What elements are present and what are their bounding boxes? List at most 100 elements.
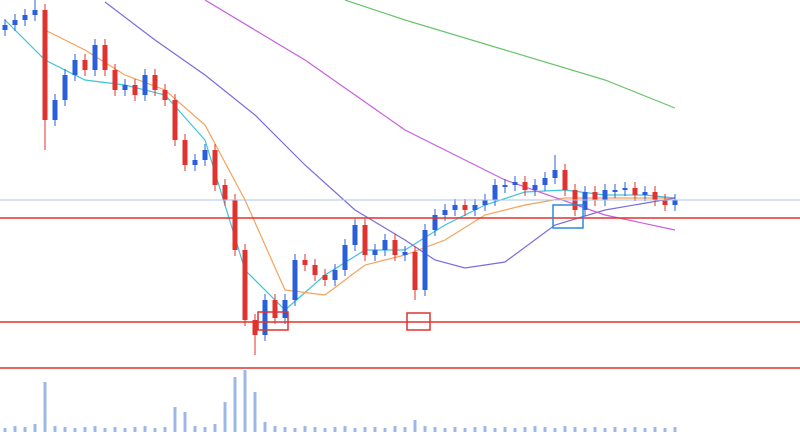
candle-body: [632, 188, 638, 195]
candle-body: [482, 200, 488, 205]
candle-body: [252, 320, 258, 335]
levels-layer: [0, 199, 800, 369]
candle-body: [32, 10, 38, 15]
volume-bar: [433, 427, 437, 432]
moving-average: [104, 1, 676, 269]
volume-bar: [543, 427, 547, 432]
volume-bar: [493, 428, 497, 432]
candle-body: [212, 150, 218, 185]
candle-body: [162, 90, 168, 100]
candle-body: [122, 85, 128, 90]
volume-bar: [133, 427, 137, 432]
volume-bar: [283, 427, 287, 432]
volume-bar: [513, 428, 517, 432]
volume-bar: [373, 427, 377, 432]
candle-body: [542, 178, 548, 185]
candle-body: [102, 45, 108, 70]
candle-body: [552, 170, 558, 178]
candle-body: [462, 205, 468, 210]
candle-body: [412, 252, 418, 290]
volume-bar: [323, 428, 327, 432]
volume-bar: [73, 428, 77, 432]
candle-body: [152, 75, 158, 90]
candle-body: [362, 225, 368, 255]
volume-bar: [113, 427, 117, 432]
candle-body: [182, 140, 188, 165]
volume-bar: [63, 427, 67, 432]
candle-body: [232, 200, 238, 250]
volume-bar: [93, 426, 97, 432]
highlight-box: [406, 312, 431, 331]
volume-bar: [673, 427, 677, 432]
candles-layer: [2, 0, 678, 355]
volume-bar: [643, 428, 647, 432]
candle-body: [242, 250, 248, 320]
candle-body: [322, 275, 328, 280]
candle-body: [592, 192, 598, 200]
candle-body: [452, 205, 458, 210]
highlight-box: [257, 311, 289, 331]
candle-body: [622, 188, 628, 190]
volume-bar: [273, 426, 277, 432]
candle-body: [142, 75, 148, 95]
volume-bar: [583, 428, 587, 432]
candle-body: [602, 190, 608, 200]
volume-bar: [253, 392, 257, 432]
volume-bar: [473, 427, 477, 432]
candle-body: [432, 215, 438, 230]
candle-body: [352, 225, 358, 245]
candle-body: [472, 205, 478, 210]
volume-bar: [593, 427, 597, 432]
volume-bar: [333, 427, 337, 432]
candle-body: [332, 270, 338, 280]
volume-bar: [523, 427, 527, 432]
candle-body: [282, 300, 288, 318]
volume-bar: [353, 428, 357, 432]
volume-bar: [603, 428, 607, 432]
candle-body: [672, 200, 678, 205]
candle-body: [12, 20, 18, 25]
volume-bar: [173, 407, 177, 432]
candle-body: [512, 182, 518, 185]
candle-body: [582, 192, 588, 210]
volume-bar: [193, 426, 197, 432]
volume-bar: [303, 426, 307, 432]
volume-bar: [53, 426, 57, 432]
volume-bar: [483, 426, 487, 432]
candle-body: [112, 70, 118, 90]
volume-bar: [533, 426, 537, 432]
volume-bar: [453, 427, 457, 432]
candle-body: [22, 15, 28, 20]
candle-body: [402, 252, 408, 255]
candle-body: [192, 160, 198, 165]
volume-bar: [13, 426, 17, 432]
candle-body: [82, 60, 88, 70]
candle-body: [62, 75, 68, 100]
volume-bar: [413, 420, 417, 432]
volume-bar: [153, 428, 157, 432]
volume-bar: [383, 428, 387, 432]
candle-body: [222, 185, 228, 200]
candle-body: [382, 240, 388, 250]
volume-bar: [633, 427, 637, 432]
candle-body: [342, 245, 348, 270]
candle-body: [42, 10, 48, 120]
volume-bar: [33, 424, 37, 432]
moving-average: [44, 29, 675, 296]
volume-bar: [123, 428, 127, 432]
volume-bar: [203, 427, 207, 432]
candle-body: [52, 100, 58, 120]
candle-body: [502, 185, 508, 187]
candle-body: [372, 250, 378, 255]
candle-body: [422, 230, 428, 290]
volume-bar: [503, 427, 507, 432]
volume-bar: [213, 424, 217, 432]
candle-body: [392, 240, 398, 255]
candle-body: [202, 150, 208, 160]
volume-bar: [573, 427, 577, 432]
candle-body: [562, 170, 568, 190]
volume-bar: [23, 427, 27, 432]
candle-body: [2, 25, 8, 30]
